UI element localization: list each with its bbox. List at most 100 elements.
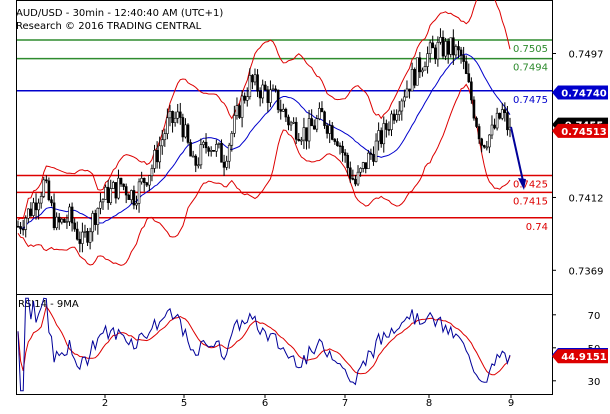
candle-body [181,117,185,138]
bollinger-lower-line [17,83,511,266]
candle-body [500,109,504,119]
candle-body [400,100,404,112]
candle-body [315,118,319,130]
candle-body [287,116,290,126]
projection-arrow-icon [510,126,526,190]
candle-body [258,90,262,99]
time-tick-label: 5 [181,398,187,409]
candle-body [101,199,105,203]
candle-body [323,111,326,126]
candle-body [266,89,270,103]
candle-body [470,81,473,101]
candle-body [413,69,416,86]
candle-body [307,118,311,142]
candle-body [240,95,244,118]
candlestick-series [16,28,512,253]
candle-body [449,37,453,55]
candle-body [145,182,149,186]
candle-body [276,89,280,110]
candle-body [405,88,409,98]
candle-body [19,226,22,230]
candle-body [27,208,30,219]
candle-body [194,155,198,166]
candle-body [433,47,437,60]
candle-body [403,96,406,102]
candle-body [385,123,388,130]
moving-average [17,53,511,229]
candle-body [57,216,61,223]
candle-body [55,216,58,229]
candle-body [153,149,156,169]
price-badge-bg [552,85,608,100]
candle-body [457,46,460,51]
candle-body [421,69,424,73]
candle-body [325,125,329,134]
candle-body [160,139,164,147]
candle-body [184,124,187,138]
candle-body [459,49,463,56]
candle-body [338,145,342,147]
price-badge: 0.74513 [561,127,607,138]
price-tick-label: 0.7369 [569,266,604,277]
candle-body [60,218,64,223]
candle-body [233,115,236,134]
candle-body [415,57,419,86]
candle-body [495,112,499,129]
candle-body [24,217,28,230]
candle-body [454,46,458,56]
candle-body [336,141,339,146]
candle-body [73,222,76,230]
candle-body [305,127,308,142]
time-tick-label: 6 [262,398,268,409]
candle-body [359,168,362,173]
price-badge-bg [552,123,608,138]
candle-body [16,225,20,228]
candle-body [251,75,254,83]
candle-body [261,84,265,99]
candle-body [300,139,303,142]
rsi-panel-label: RSI14 - 9MA [18,299,79,310]
candle-body [356,171,360,185]
candle-body [163,133,167,141]
candle-body [86,230,89,243]
level-label-support: 0.74 [526,222,548,233]
candle-body [158,145,161,163]
candle-body [361,162,365,169]
candle-body [302,127,306,141]
candle-body [217,143,221,145]
candle-body [382,123,386,145]
candle-body [452,37,455,56]
candle-body [428,42,432,54]
candle-body [173,117,177,123]
candle-body [168,111,172,119]
level-label-support: 0.7415 [513,196,548,207]
candle-body [490,124,494,136]
candle-body [245,96,249,101]
candle-body [91,213,95,233]
candle-body [202,141,205,145]
candle-body [354,178,357,185]
candle-body [178,111,182,118]
candle-body [142,177,146,183]
candle-body [29,208,33,216]
candle-body [418,57,422,73]
candle-body [374,140,378,162]
candle-body [475,117,478,127]
rsi-series: 705030 [17,297,600,392]
candle-body [114,182,118,199]
candle-body [225,160,228,168]
candle-body [65,221,69,223]
candle-body [426,53,429,67]
candle-body [166,117,169,134]
candle-body [467,73,471,83]
time-tick-label: 8 [426,398,432,409]
rsi-panel-frame [16,294,553,395]
candle-body [81,231,84,244]
candle-body [263,84,267,91]
candle-body [78,238,82,244]
candle-body [379,130,383,145]
candle-body [215,144,218,152]
candle-body [171,111,174,123]
candle-body [186,124,190,143]
